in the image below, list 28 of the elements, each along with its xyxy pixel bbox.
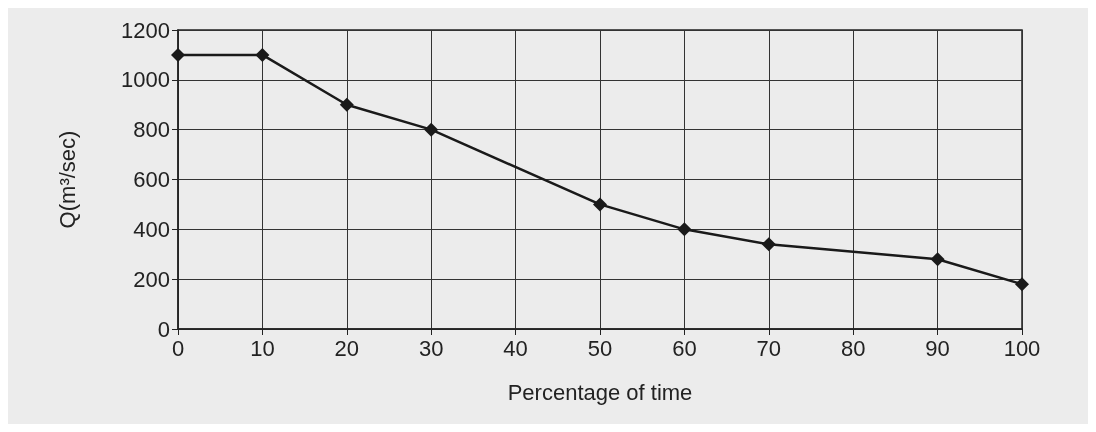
y-tick-label: 200	[133, 266, 170, 292]
x-tick-label: 90	[925, 335, 950, 361]
y-tick-label: 800	[133, 117, 170, 143]
x-tick-label: 20	[334, 335, 360, 361]
point	[761, 237, 776, 252]
point	[930, 252, 945, 267]
y-tick-label: 600	[133, 167, 170, 192]
y-tick-label: 0	[157, 316, 170, 342]
x-tick-label: 10	[250, 335, 275, 361]
y-axis-title: Q(m³/sec)	[54, 130, 80, 229]
point	[255, 47, 270, 62]
point	[424, 122, 439, 137]
x-tick-label: 80	[840, 335, 866, 361]
point	[171, 47, 185, 62]
y-tick-label: 400	[133, 216, 170, 242]
x-tick-label: 100	[1003, 335, 1041, 361]
y-tick-label: 1000	[121, 67, 170, 93]
x-tick-label: 30	[418, 335, 444, 361]
y-tick-label: 1200	[121, 17, 170, 43]
point	[593, 197, 607, 212]
x-tick-label: 40	[503, 335, 528, 361]
point	[339, 97, 354, 112]
x-tick-label: 70	[756, 335, 782, 361]
point	[677, 222, 692, 237]
x-tick-label: 60	[672, 335, 697, 361]
x-tick-label: 50	[587, 335, 613, 361]
x-axis-title: Percentage of time	[507, 379, 693, 405]
point	[1015, 277, 1029, 292]
